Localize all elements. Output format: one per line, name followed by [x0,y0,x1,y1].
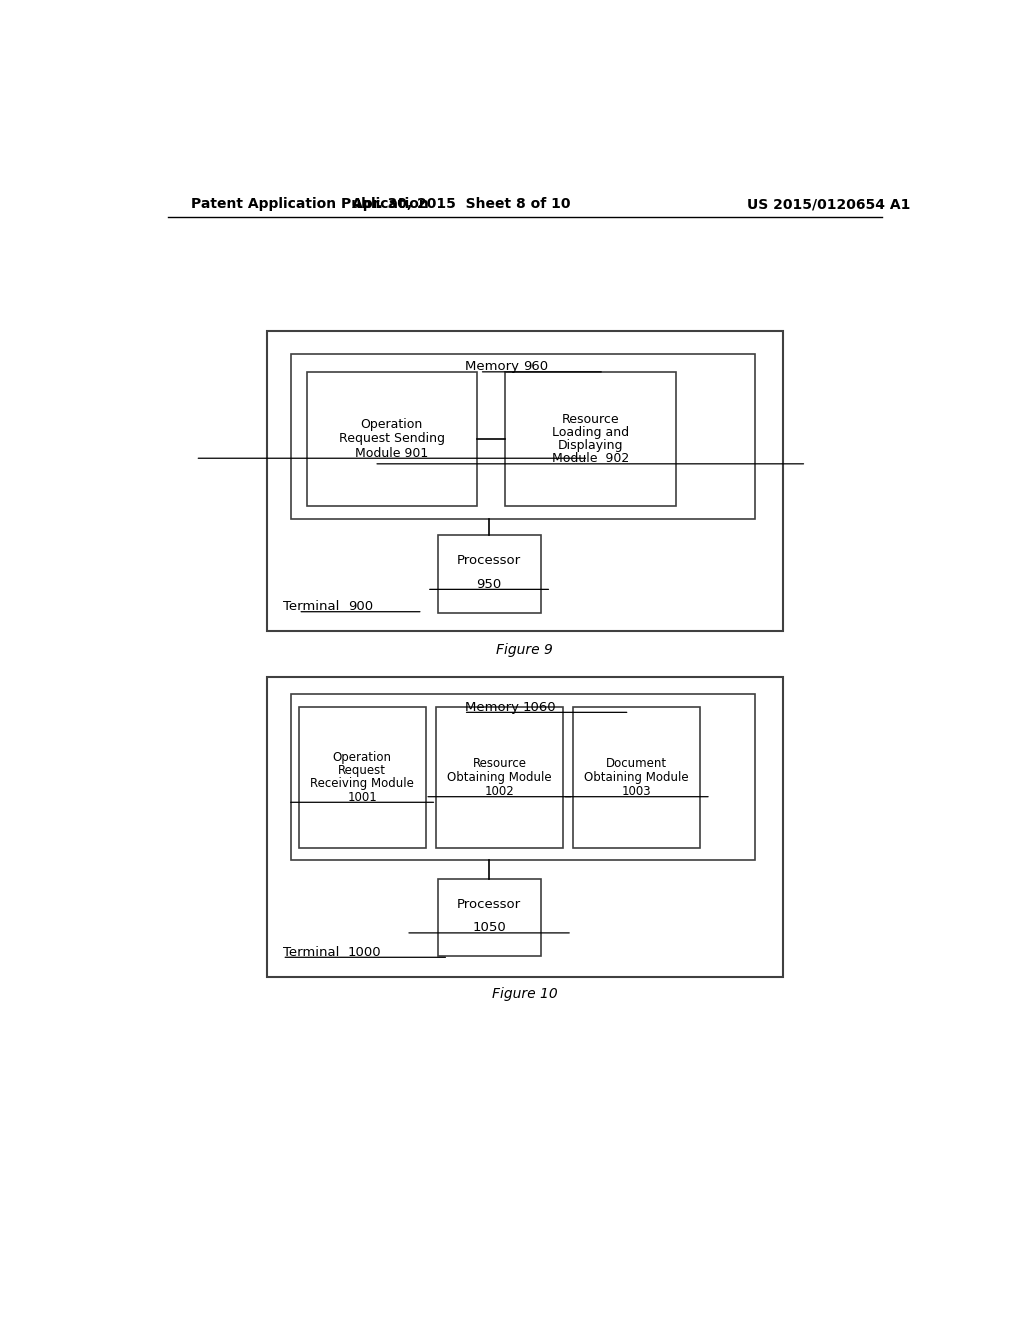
Text: Operation: Operation [333,751,391,764]
Text: Request: Request [338,764,386,777]
Text: Figure 10: Figure 10 [492,987,558,1001]
Text: Terminal: Terminal [283,945,347,958]
Text: 1002: 1002 [484,785,514,799]
Text: Receiving Module: Receiving Module [310,777,414,791]
Text: Obtaining Module: Obtaining Module [585,771,689,784]
Text: 1000: 1000 [348,945,382,958]
Text: Operation: Operation [360,418,423,432]
Text: Resource: Resource [472,756,526,770]
Text: Obtaining Module: Obtaining Module [447,771,552,784]
Text: US 2015/0120654 A1: US 2015/0120654 A1 [748,197,910,211]
FancyBboxPatch shape [267,331,782,631]
Text: Module  902: Module 902 [552,453,629,465]
Text: 1001: 1001 [347,791,377,804]
Text: Document: Document [606,756,668,770]
FancyBboxPatch shape [505,372,676,506]
FancyBboxPatch shape [573,708,700,847]
FancyBboxPatch shape [437,879,541,956]
Text: 960: 960 [523,360,548,374]
Text: 1003: 1003 [622,785,651,799]
FancyBboxPatch shape [291,694,755,859]
Text: Memory: Memory [465,360,523,374]
Text: Terminal: Terminal [283,601,347,612]
Text: Request Sending: Request Sending [339,433,444,445]
Text: Module 901: Module 901 [355,446,428,459]
Text: Resource: Resource [561,413,620,425]
Text: 1050: 1050 [472,921,506,935]
FancyBboxPatch shape [299,708,426,847]
Text: 1060: 1060 [523,701,556,714]
FancyBboxPatch shape [437,536,541,612]
FancyBboxPatch shape [436,708,563,847]
Text: Processor: Processor [457,898,521,911]
Text: Apr. 30, 2015  Sheet 8 of 10: Apr. 30, 2015 Sheet 8 of 10 [352,197,570,211]
Text: Loading and: Loading and [552,426,629,438]
FancyBboxPatch shape [306,372,477,506]
Text: Patent Application Publication: Patent Application Publication [191,197,429,211]
FancyBboxPatch shape [291,354,755,519]
Text: Processor: Processor [457,554,521,568]
FancyBboxPatch shape [267,677,782,977]
Text: Figure 9: Figure 9 [497,643,553,657]
Text: 950: 950 [476,578,502,591]
Text: Displaying: Displaying [557,440,623,451]
Text: Memory: Memory [465,701,523,714]
Text: 900: 900 [348,601,373,612]
